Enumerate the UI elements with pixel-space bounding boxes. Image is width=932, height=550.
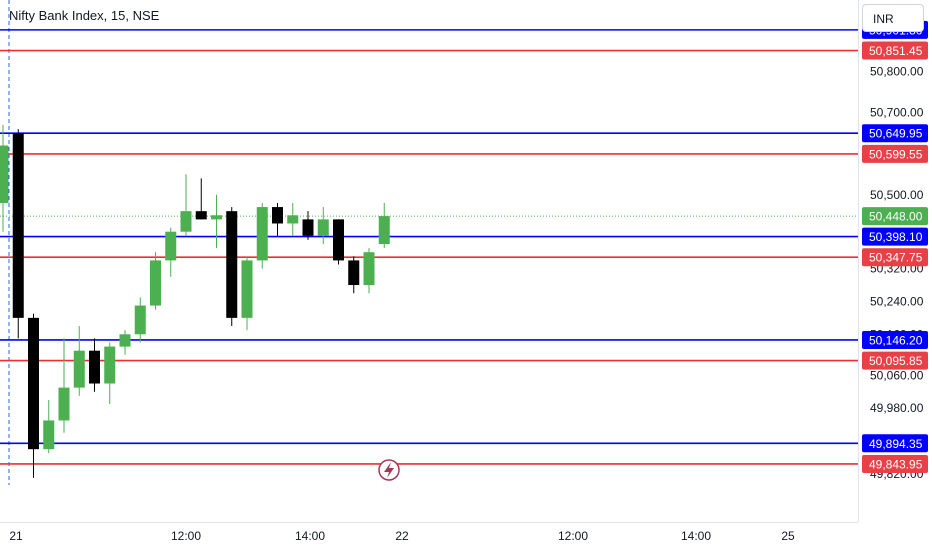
- currency-button[interactable]: INR: [862, 4, 924, 32]
- candle-body: [150, 260, 161, 306]
- time-axis-divider: [0, 522, 858, 523]
- level-price-label-bg: [862, 248, 928, 267]
- candle-body: [165, 231, 177, 261]
- candle: [272, 202, 283, 236]
- candle-body: [0, 145, 9, 203]
- candle: [165, 227, 177, 277]
- candlestick-series: [0, 125, 390, 478]
- candle: [348, 256, 360, 294]
- candle: [28, 313, 39, 478]
- candle-body: [134, 305, 146, 335]
- price-tick-label: 50,060.00: [870, 368, 924, 382]
- level-price-label: 50,851.45: [869, 44, 923, 58]
- candle: [43, 399, 55, 454]
- price-tick-label: 50,500.00: [870, 188, 924, 202]
- time-tick-label: 25: [781, 529, 795, 543]
- candle-body: [180, 211, 192, 232]
- level-price-label: 49,894.35: [869, 437, 923, 451]
- level-price-label: 50,095.85: [869, 354, 923, 368]
- candle: [58, 338, 70, 433]
- level-price-label-bg: [862, 454, 928, 473]
- candle: [134, 297, 146, 343]
- time-tick-label: 14:00: [681, 529, 711, 543]
- candle: [195, 178, 207, 220]
- candle-body: [287, 215, 299, 224]
- candle-body: [241, 260, 253, 318]
- candle: [12, 129, 24, 339]
- current-price-label: 50,448.00: [869, 210, 923, 224]
- time-tick-label: 12:00: [558, 529, 588, 543]
- level-price-label: 50,146.20: [869, 333, 923, 347]
- candle: [73, 326, 85, 396]
- candle: [119, 330, 131, 355]
- event-marker[interactable]: [378, 459, 400, 481]
- candle: [150, 252, 161, 310]
- candle-body: [348, 260, 360, 286]
- lightning-icon[interactable]: [378, 459, 400, 481]
- candle: [317, 207, 329, 244]
- candle: [211, 194, 222, 249]
- time-tick-label: 12:00: [171, 529, 201, 543]
- level-price-label: 50,599.55: [869, 147, 923, 161]
- candle: [180, 174, 192, 236]
- candle-body: [363, 252, 375, 286]
- time-tick-label: 21: [9, 529, 23, 543]
- candle-body: [317, 219, 329, 236]
- horizontal-levels: [0, 0, 858, 485]
- level-price-label: 49,843.95: [869, 457, 923, 471]
- candle-body: [195, 211, 207, 220]
- candle-body: [28, 317, 39, 450]
- candle-body: [378, 216, 390, 244]
- candle-body: [58, 387, 70, 421]
- candle-body: [12, 133, 24, 318]
- candle-body: [272, 207, 283, 224]
- candle: [0, 125, 9, 232]
- price-axis-divider: [858, 0, 859, 522]
- level-price-label-bg: [862, 330, 928, 349]
- candle-body: [256, 207, 268, 261]
- candle: [333, 219, 344, 265]
- level-price-label: 50,347.75: [869, 251, 923, 265]
- candle-body: [302, 219, 314, 236]
- candle-body: [73, 350, 85, 388]
- candle-body: [43, 420, 55, 450]
- candle-body: [104, 346, 116, 384]
- time-axis: 21 12:00 14:00 22 12:00 14:00 25: [9, 529, 795, 543]
- price-tick-label: 50,240.00: [870, 294, 924, 308]
- candle: [241, 256, 253, 331]
- candle: [89, 338, 100, 392]
- candle-body: [226, 211, 238, 318]
- price-axis-level-labels: 50,901.8050,851.4550,649.9550,599.5550,3…: [862, 20, 928, 473]
- candle-body: [89, 350, 100, 384]
- level-price-label-bg: [862, 41, 928, 60]
- level-price-label: 50,398.10: [869, 230, 923, 244]
- price-tick-label: 49,980.00: [870, 401, 924, 415]
- candle-body: [333, 219, 344, 261]
- time-tick-label: 22: [395, 529, 409, 543]
- level-price-label-bg: [862, 434, 928, 453]
- level-price-label-bg: [862, 124, 928, 143]
- candle-body: [119, 334, 131, 347]
- price-tick-label: 50,800.00: [870, 65, 924, 79]
- candle: [302, 211, 314, 240]
- candle: [256, 202, 268, 269]
- current-price-label-bg: [862, 207, 928, 226]
- candle: [226, 207, 238, 327]
- candle: [104, 342, 116, 405]
- candle: [287, 202, 299, 236]
- level-price-label-bg: [862, 227, 928, 246]
- price-tick-label: 50,700.00: [870, 106, 924, 120]
- level-price-label-bg: [862, 351, 928, 370]
- candle: [363, 248, 375, 294]
- chart-title: Nifty Bank Index, 15, NSE: [9, 8, 160, 23]
- candle: [378, 202, 390, 249]
- level-price-label: 50,649.95: [869, 127, 923, 141]
- level-price-label-bg: [862, 144, 928, 163]
- time-tick-label: 14:00: [295, 529, 325, 543]
- candle-body: [211, 215, 222, 220]
